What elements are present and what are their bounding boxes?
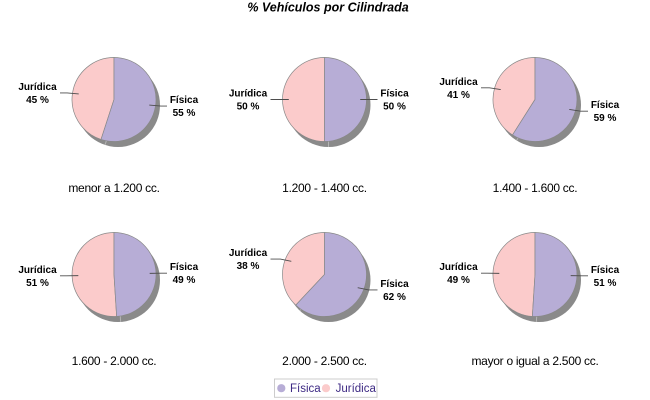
svg-text:55 %: 55 % — [173, 108, 196, 119]
svg-text:Física: Física — [380, 89, 409, 100]
svg-text:51 %: 51 % — [594, 278, 617, 289]
svg-text:51 %: 51 % — [26, 278, 49, 289]
svg-text:Jurídica: Jurídica — [336, 383, 377, 395]
svg-text:Física: Física — [591, 265, 620, 276]
svg-text:Física: Física — [170, 95, 199, 106]
svg-text:Física: Física — [380, 279, 409, 290]
svg-text:50 %: 50 % — [383, 102, 406, 113]
svg-text:1.200 - 1.400 cc.: 1.200 - 1.400 cc. — [282, 181, 367, 195]
svg-text:Física: Física — [290, 383, 321, 395]
svg-text:38 %: 38 % — [237, 261, 260, 272]
svg-text:1.600 - 2.000 cc.: 1.600 - 2.000 cc. — [72, 354, 157, 368]
svg-text:Jurídica: Jurídica — [18, 265, 57, 276]
svg-text:50 %: 50 % — [237, 102, 260, 113]
svg-text:49 %: 49 % — [447, 275, 470, 286]
svg-text:Jurídica: Jurídica — [229, 248, 268, 259]
svg-text:Física: Física — [591, 100, 620, 111]
svg-text:59 %: 59 % — [594, 113, 617, 124]
svg-text:1.400 - 1.600 cc.: 1.400 - 1.600 cc. — [493, 181, 578, 195]
svg-text:2.000 - 2.500 cc.: 2.000 - 2.500 cc. — [282, 354, 367, 368]
svg-text:45 %: 45 % — [26, 95, 49, 106]
svg-text:62 %: 62 % — [383, 292, 406, 303]
svg-text:Jurídica: Jurídica — [18, 82, 57, 93]
svg-text:Jurídica: Jurídica — [439, 77, 478, 88]
svg-text:menor a 1.200 cc.: menor a 1.200 cc. — [68, 181, 159, 195]
svg-text:Física: Física — [170, 262, 199, 273]
svg-text:mayor o igual a 2.500 cc.: mayor o igual a 2.500 cc. — [471, 354, 598, 368]
svg-text:41 %: 41 % — [447, 90, 470, 101]
svg-text:Jurídica: Jurídica — [229, 89, 268, 100]
svg-text:49 %: 49 % — [173, 275, 196, 286]
svg-text:% Vehículos por Cilindrada: % Vehículos por Cilindrada — [247, 1, 408, 15]
svg-text:Jurídica: Jurídica — [439, 262, 478, 273]
